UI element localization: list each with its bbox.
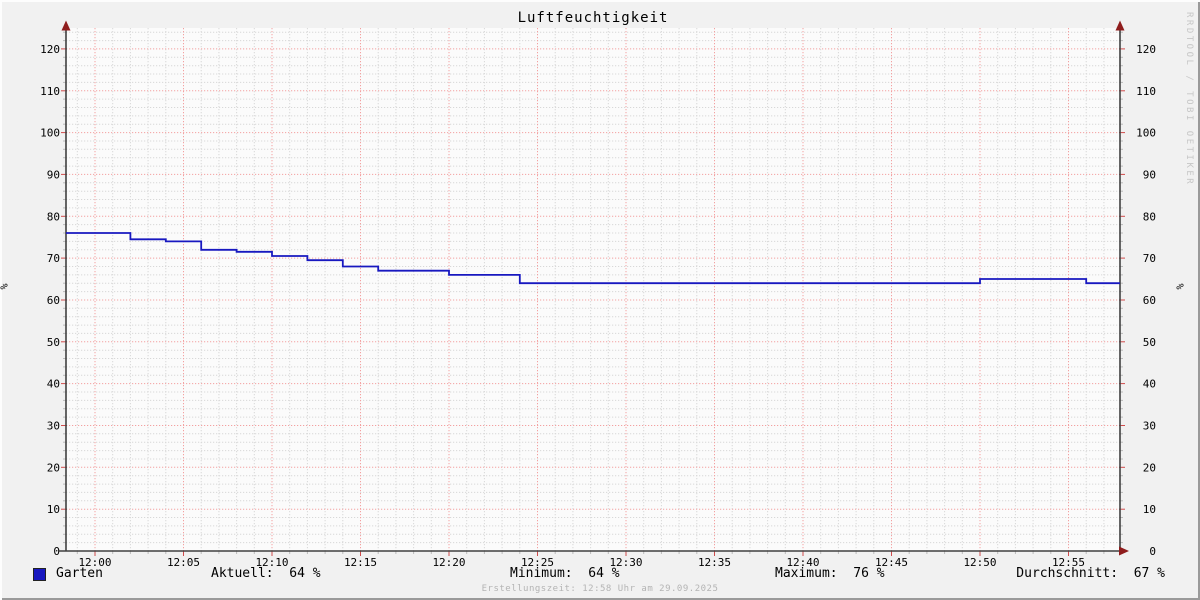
y-axis-arrow-left	[61, 20, 71, 31]
y-tick-label-left: 30	[47, 420, 60, 433]
series-line-garten	[66, 232, 1120, 285]
y-tick-label-right: 120	[1136, 43, 1156, 56]
x-tick-label: 12:50	[963, 556, 996, 569]
y-tick-label-right: 20	[1143, 461, 1156, 474]
y-tick-label-right: 90	[1143, 168, 1156, 181]
stat-aktuell-value: 64 %	[289, 566, 321, 581]
x-tick-label: 12:45	[875, 556, 908, 569]
y-tick-label-right: 0	[1149, 545, 1156, 558]
y-tick-label-right: 10	[1143, 503, 1156, 516]
x-tick-label: 12:15	[344, 556, 377, 569]
stat-minimum-label: Minimum:	[510, 566, 573, 581]
x-axis-arrow	[1119, 546, 1129, 556]
y-tick-label-left: 60	[47, 294, 60, 307]
x-tick-label: 12:05	[167, 556, 200, 569]
x-tick-label: 12:00	[78, 556, 111, 569]
y-tick-label-left: 40	[47, 378, 60, 391]
x-tick-label: 12:10	[255, 556, 288, 569]
y-tick-label-left: 50	[47, 336, 60, 349]
stat-minimum-value: 64 %	[588, 566, 620, 581]
stat-minimum: Minimum: 64 %	[510, 566, 620, 581]
stat-maximum: Maximum: 76 %	[775, 566, 885, 581]
y-tick-label-right: 40	[1143, 378, 1156, 391]
y-tick-label-left: 80	[47, 210, 60, 223]
stat-aktuell-label: Aktuell:	[211, 566, 274, 581]
x-tick-label: 12:25	[521, 556, 554, 569]
y-tick-label-left: 120	[40, 43, 60, 56]
rrdtool-watermark: RRDTOOL / TOBI OETIKER	[1184, 12, 1194, 187]
y-tick-label-left: 10	[47, 503, 60, 516]
y-tick-label-left: 70	[47, 252, 60, 265]
legend-row: Garten Aktuell: 64 % Minimum: 64 % Maximum…	[0, 566, 1200, 582]
y-tick-label-right: 100	[1136, 127, 1156, 140]
y-tick-label-right: 60	[1143, 294, 1156, 307]
stat-durchschnitt-value: 67 %	[1133, 566, 1165, 581]
chart-title: Luftfeuchtigkeit	[517, 10, 669, 26]
stat-durchschnitt: Durchschnitt: 67 %	[1016, 566, 1165, 581]
x-tick-label: 12:35	[698, 556, 731, 569]
x-tick-label: 12:20	[432, 556, 465, 569]
y-tick-label-left: 110	[40, 85, 60, 98]
creation-time: Erstellungszeit: 12:58 Uhr am 29.09.2025	[481, 584, 719, 594]
y-tick-label-right: 110	[1136, 85, 1156, 98]
y-tick-label-left: 100	[40, 127, 60, 140]
stat-maximum-label: Maximum:	[775, 566, 838, 581]
stat-durchschnitt-label: Durchschnitt:	[1016, 566, 1119, 581]
stat-aktuell: Aktuell: 64 %	[211, 566, 321, 581]
y-tick-label-right: 50	[1143, 336, 1156, 349]
y-tick-label-right: 80	[1143, 210, 1156, 223]
y-tick-label-left: 90	[47, 168, 60, 181]
stat-maximum-value: 76 %	[853, 566, 885, 581]
y-axis-unit-right: %	[1173, 283, 1185, 290]
x-tick-label: 12:55	[1052, 556, 1085, 569]
y-axis-unit-left: %	[0, 283, 11, 290]
y-axis-arrow-right	[1115, 20, 1125, 31]
x-tick-label: 12:40	[786, 556, 819, 569]
series-label: Garten	[56, 566, 103, 581]
y-tick-label-right: 70	[1143, 252, 1156, 265]
y-tick-label-left: 0	[53, 545, 60, 558]
y-tick-label-right: 30	[1143, 420, 1156, 433]
x-tick-label: 12:30	[609, 556, 642, 569]
y-tick-label-left: 20	[47, 461, 60, 474]
series-color-swatch	[33, 568, 46, 581]
